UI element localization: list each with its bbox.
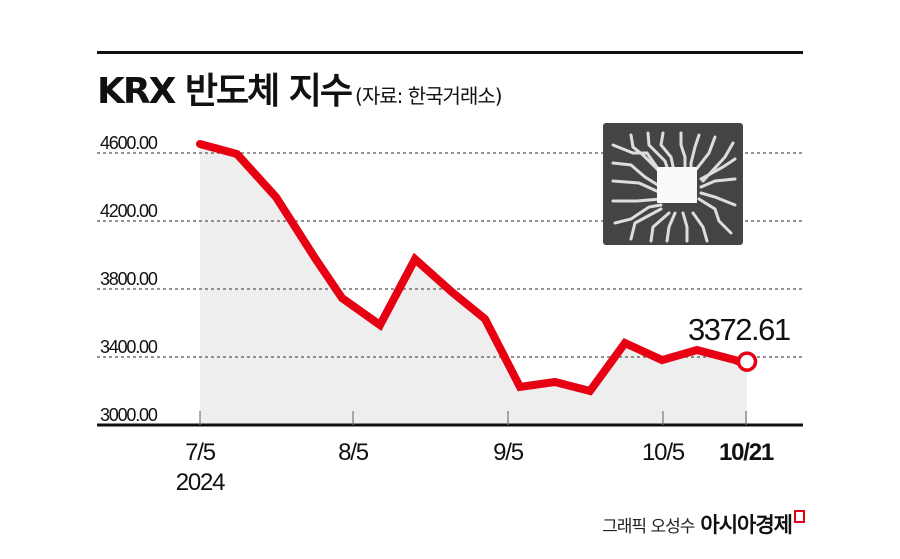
area-shape — [200, 143, 747, 426]
area-fill — [200, 143, 747, 426]
series-line — [196, 139, 743, 396]
y-axis-labels: 4600.00 4200.00 3800.00 3400.00 3000.00 — [100, 133, 159, 425]
x-tick-label: 7/5 — [185, 439, 216, 466]
x-tick-label: 10/5 — [642, 439, 685, 466]
end-value-label: 3372.61 — [688, 312, 790, 347]
x-tick-year: 2024 — [176, 469, 225, 496]
chart-source: (자료: 한국거래소) — [355, 84, 503, 108]
brand-mark-icon — [794, 510, 805, 523]
semiconductor-chip-icon — [603, 123, 743, 245]
top-rule — [97, 51, 803, 54]
y-tick-label: 3800.00 — [100, 269, 158, 289]
graphic-author: 그래픽 오성수 — [602, 517, 695, 537]
chart-title: KRX 반도체 지수 — [97, 71, 353, 112]
x-tick-label: 10/21 — [719, 439, 774, 466]
y-tick-label: 4600.00 — [100, 133, 158, 153]
chart-header: KRX 반도체 지수 (자료: 한국거래소) — [97, 62, 503, 114]
x-axis-ticks: 7/5 2024 8/5 9/5 10/5 10/21 — [176, 411, 775, 496]
credit: 그래픽 오성수 아시아경제 — [602, 509, 805, 539]
x-tick-label: 8/5 — [338, 439, 369, 466]
x-tick-label: 9/5 — [493, 439, 524, 466]
data-line — [196, 139, 743, 396]
y-tick-label: 4200.00 — [100, 201, 158, 221]
brand-logo-text: 아시아경제 — [700, 513, 793, 537]
y-tick-label: 3400.00 — [100, 337, 158, 357]
end-point-marker — [736, 351, 758, 372]
y-tick-label: 3000.00 — [100, 405, 158, 425]
